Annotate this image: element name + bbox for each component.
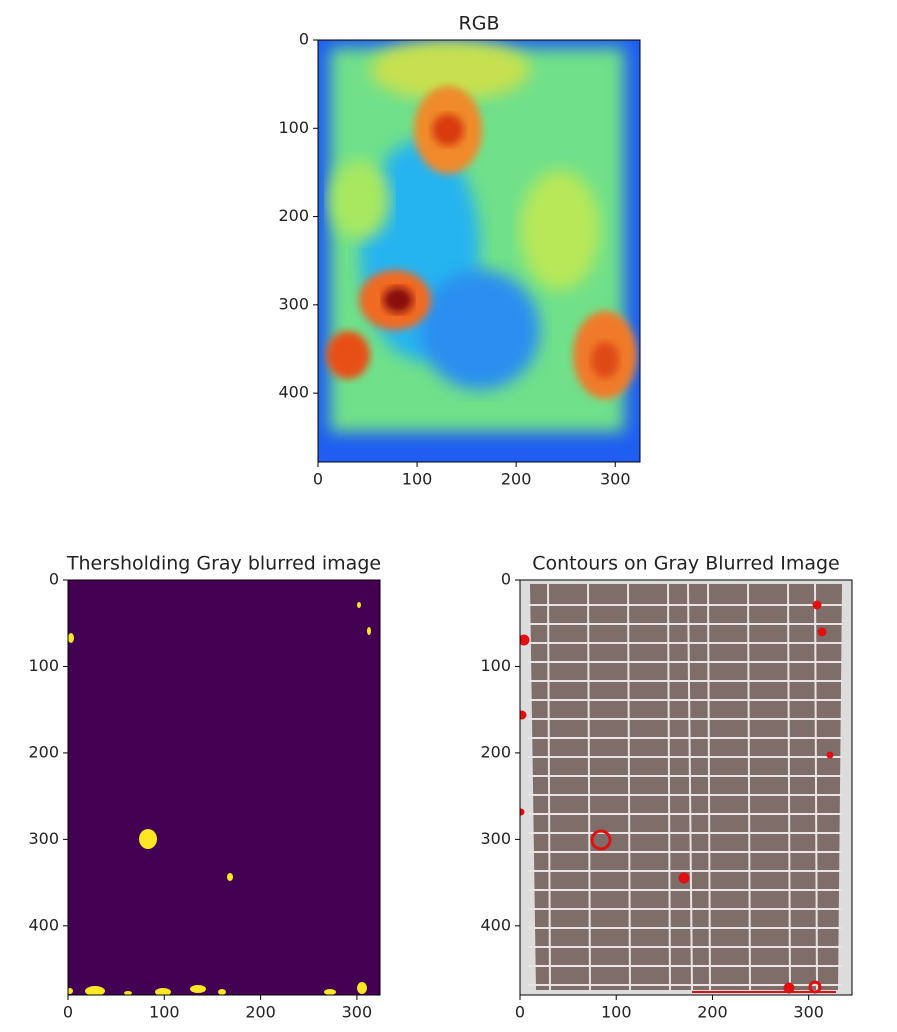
image bbox=[520, 580, 852, 995]
image-seam bbox=[667, 583, 671, 991]
y-tick-label: 100 bbox=[480, 656, 511, 675]
image-spot bbox=[367, 627, 371, 635]
image-region bbox=[330, 160, 390, 240]
contour bbox=[812, 600, 822, 610]
contour bbox=[520, 710, 527, 720]
image-spot bbox=[68, 633, 74, 643]
x-tick-label: 200 bbox=[697, 1003, 728, 1022]
contour bbox=[678, 872, 690, 884]
axes-frame bbox=[519, 579, 853, 996]
image-seam bbox=[814, 583, 818, 991]
image-spot bbox=[324, 989, 336, 995]
y-tick-label: 400 bbox=[278, 383, 309, 402]
image-seam bbox=[547, 583, 551, 991]
y-tick-label: 300 bbox=[480, 829, 511, 848]
contour bbox=[826, 751, 834, 759]
image-seam bbox=[747, 583, 751, 991]
image-spot bbox=[124, 991, 132, 995]
image-seam bbox=[707, 583, 711, 991]
x-tick-label: 300 bbox=[342, 1003, 373, 1022]
image-seam bbox=[787, 583, 791, 991]
image-spot bbox=[139, 829, 157, 849]
x-tick-label: 300 bbox=[793, 1003, 824, 1022]
image-tiles bbox=[530, 584, 842, 990]
y-tick-label: 100 bbox=[278, 118, 309, 137]
axes-title: Contours on Gray Blurred Image bbox=[532, 553, 840, 575]
axes-frame bbox=[317, 39, 641, 463]
contour bbox=[520, 808, 525, 816]
y-tick-label: 100 bbox=[28, 656, 59, 675]
axes-frame bbox=[67, 579, 381, 996]
y-tick-label: 300 bbox=[278, 294, 309, 313]
y-tick-label: 200 bbox=[28, 742, 59, 761]
axes-title: RGB bbox=[459, 13, 500, 35]
image-spot bbox=[190, 985, 206, 993]
contour bbox=[783, 982, 795, 994]
axes-title: Thersholding Gray blurred image bbox=[66, 553, 381, 575]
y-tick-label: 400 bbox=[28, 915, 59, 934]
image-spot bbox=[155, 988, 171, 995]
x-tick-label: 0 bbox=[515, 1003, 525, 1022]
y-tick-label: 0 bbox=[501, 570, 511, 589]
image bbox=[68, 580, 380, 995]
image-spot bbox=[218, 989, 226, 995]
image-region bbox=[420, 270, 540, 390]
x-tick-label: 100 bbox=[601, 1003, 632, 1022]
image-region bbox=[520, 170, 600, 290]
contour bbox=[817, 627, 827, 637]
x-tick-label: 100 bbox=[402, 470, 433, 489]
x-tick-label: 200 bbox=[501, 470, 532, 489]
image-region bbox=[370, 40, 530, 100]
y-tick-label: 400 bbox=[480, 915, 511, 934]
y-tick-label: 300 bbox=[28, 829, 59, 848]
x-tick-label: 0 bbox=[63, 1003, 73, 1022]
x-tick-label: 300 bbox=[600, 470, 631, 489]
image-seam bbox=[627, 583, 631, 991]
contour bbox=[590, 829, 612, 851]
y-tick-label: 0 bbox=[49, 570, 59, 589]
image-spot bbox=[227, 873, 233, 881]
y-tick-label: 0 bbox=[299, 30, 309, 49]
image-hotspot bbox=[383, 287, 413, 313]
image bbox=[318, 40, 640, 462]
image-hotspot bbox=[591, 342, 619, 378]
x-tick-label: 100 bbox=[149, 1003, 180, 1022]
image-spot bbox=[357, 602, 361, 608]
y-tick-label: 200 bbox=[480, 742, 511, 761]
image-seam bbox=[587, 583, 591, 991]
image-spot bbox=[68, 988, 73, 994]
image-seam bbox=[687, 583, 693, 991]
contour bbox=[520, 634, 530, 646]
image-hotspot bbox=[432, 114, 464, 146]
y-tick-label: 200 bbox=[278, 206, 309, 225]
image-hotspot bbox=[326, 331, 370, 379]
image-bg bbox=[68, 580, 380, 995]
x-tick-label: 200 bbox=[245, 1003, 276, 1022]
image-spot bbox=[357, 982, 367, 994]
x-tick-label: 0 bbox=[313, 470, 323, 489]
image-spot bbox=[85, 986, 105, 995]
